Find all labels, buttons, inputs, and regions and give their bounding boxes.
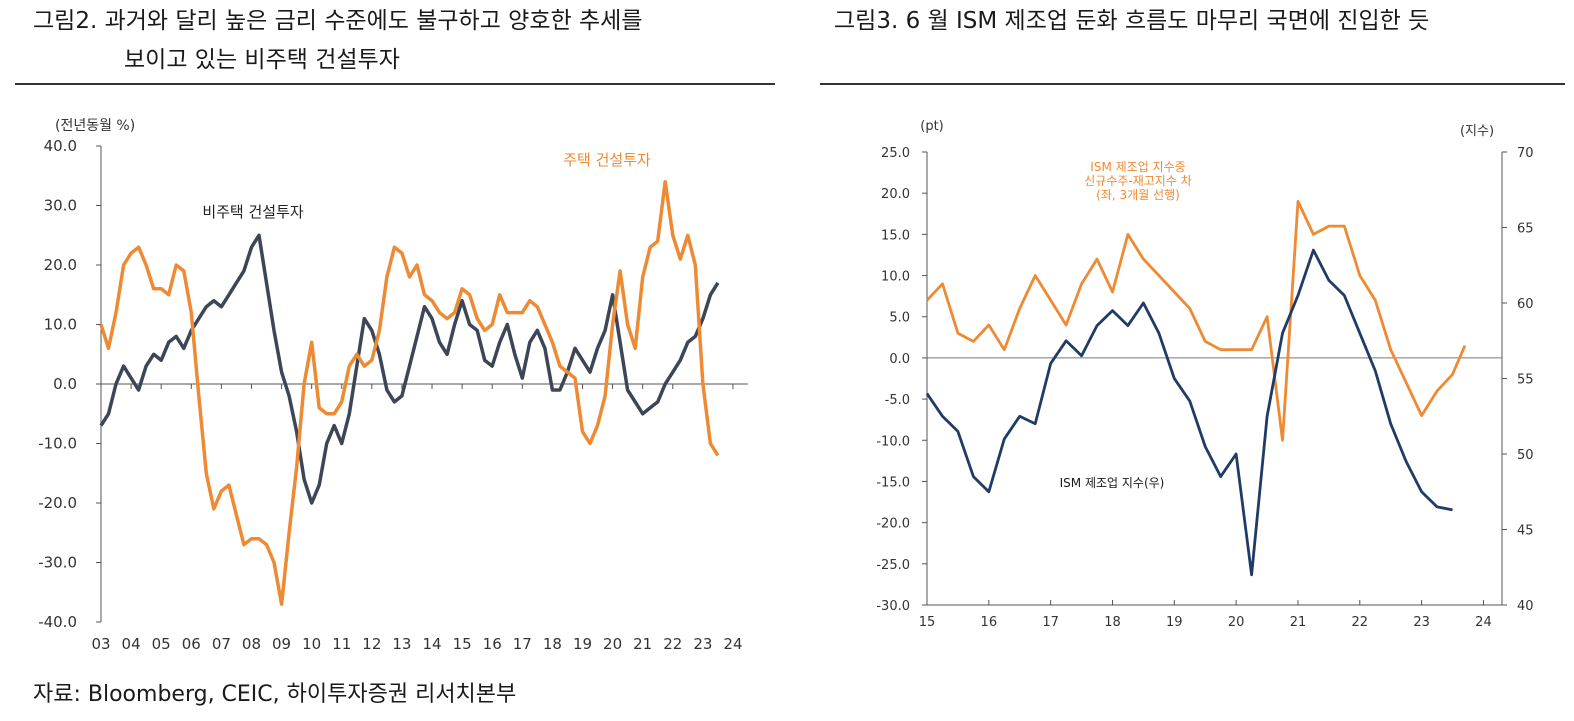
right-x-tick-label: 17 bbox=[1042, 615, 1059, 630]
left-x-tick-label: 16 bbox=[483, 635, 502, 653]
left-y-tick-label: -40.0 bbox=[38, 613, 77, 631]
left-x-tick-label: 22 bbox=[663, 635, 682, 653]
right-left-y-tick-label: 15.0 bbox=[881, 228, 910, 243]
right-x-tick-label: 24 bbox=[1475, 615, 1492, 630]
right-x-tick-label: 22 bbox=[1352, 615, 1369, 630]
right-series-label-neworders-line3: (좌, 3개월 선행) bbox=[1096, 187, 1180, 202]
right-left-y-tick-label: 25.0 bbox=[881, 146, 910, 161]
left-series-residential-line bbox=[99, 179, 720, 606]
left-x-tick-label: 04 bbox=[122, 635, 141, 653]
left-y-tick-label: -20.0 bbox=[38, 494, 77, 512]
right-right-y-tick-label: 70 bbox=[1517, 146, 1534, 161]
right-x-tick-label: 18 bbox=[1104, 615, 1121, 630]
right-left-y-tick-label: 0.0 bbox=[889, 352, 910, 367]
right-series-label-neworders-line2: 신규수주-재고지수 차 bbox=[1084, 174, 1192, 188]
left-y-tick-label: -30.0 bbox=[38, 554, 77, 572]
right-left-y-tick-label: 10.0 bbox=[881, 270, 910, 285]
left-x-tick-label: 03 bbox=[91, 635, 110, 653]
right-left-y-tick-label: -5.0 bbox=[885, 393, 910, 408]
left-x-tick-label: 07 bbox=[212, 635, 231, 653]
left-series-label-residential: 주택 건설투자 bbox=[563, 151, 651, 169]
left-y-tick-label: 10.0 bbox=[44, 316, 77, 334]
right-x-tick-label: 23 bbox=[1413, 615, 1430, 630]
left-y-tick-label: 40.0 bbox=[44, 137, 77, 155]
right-chart-title: 그림3. 6 월 ISM 제조업 둔화 흐름도 마무리 국면에 진입한 듯 bbox=[834, 8, 1430, 34]
left-x-tick-label: 24 bbox=[723, 635, 742, 653]
right-left-y-tick-label: -25.0 bbox=[876, 558, 910, 573]
left-unit-label: (전년동월 %) bbox=[55, 118, 135, 134]
right-left-y-tick-label: -20.0 bbox=[876, 517, 910, 532]
left-x-tick-label: 13 bbox=[392, 635, 411, 653]
right-title-separator bbox=[820, 83, 1565, 85]
left-y-tick-label: 30.0 bbox=[44, 197, 77, 215]
left-x-tick-label: 14 bbox=[422, 635, 441, 653]
left-x-tick-label: 09 bbox=[272, 635, 291, 653]
left-x-tick-label: 20 bbox=[603, 635, 622, 653]
source-note: 자료: Bloomberg, CEIC, 하이투자증권 리서치본부 bbox=[33, 682, 517, 707]
left-x-tick-label: 15 bbox=[453, 635, 472, 653]
right-x-tick-label: 19 bbox=[1166, 615, 1183, 630]
left-y-tick-label: 0.0 bbox=[53, 375, 77, 393]
right-right-y-tick-label: 50 bbox=[1517, 448, 1534, 463]
left-series-label-nonresidential: 비주택 건설투자 bbox=[202, 203, 304, 221]
right-series-label-ism: ISM 제조업 지수(우) bbox=[1060, 476, 1165, 490]
right-left-y-tick-label: -15.0 bbox=[876, 475, 910, 490]
right-left-y-tick-label: -30.0 bbox=[876, 599, 910, 614]
left-x-tick-label: 21 bbox=[633, 635, 652, 653]
right-right-y-tick-label: 65 bbox=[1517, 222, 1534, 237]
left-y-tick-label: -10.0 bbox=[38, 435, 77, 453]
left-x-tick-label: 10 bbox=[302, 635, 321, 653]
right-left-y-tick-label: 5.0 bbox=[889, 311, 910, 326]
right-series-neworders-inventory-line bbox=[925, 200, 1467, 442]
left-x-tick-label: 06 bbox=[182, 635, 201, 653]
left-x-tick-label: 05 bbox=[152, 635, 171, 653]
left-x-tick-label: 11 bbox=[332, 635, 351, 653]
right-left-y-tick-label: -10.0 bbox=[876, 434, 910, 449]
left-x-tick-label: 18 bbox=[543, 635, 562, 653]
right-right-axis-unit-label: (지수) bbox=[1460, 124, 1494, 139]
right-series-ism-index-line bbox=[925, 248, 1453, 577]
right-x-tick-label: 21 bbox=[1290, 615, 1307, 630]
right-right-y-tick-label: 45 bbox=[1517, 524, 1534, 539]
left-x-tick-label: 17 bbox=[513, 635, 532, 653]
left-chart-title-line2: 보이고 있는 비주택 건설투자 bbox=[124, 47, 400, 73]
right-left-axis-unit-label: (pt) bbox=[920, 119, 944, 134]
left-chart-title-line1: 그림2. 과거와 달리 높은 금리 수준에도 불구하고 양호한 추세를 bbox=[33, 8, 643, 34]
right-right-y-tick-label: 60 bbox=[1517, 297, 1534, 312]
left-x-tick-label: 23 bbox=[693, 635, 712, 653]
right-right-y-tick-label: 55 bbox=[1517, 373, 1534, 388]
left-title-separator bbox=[15, 83, 775, 85]
left-x-tick-label: 12 bbox=[362, 635, 381, 653]
right-x-tick-label: 15 bbox=[919, 615, 936, 630]
right-x-tick-label: 16 bbox=[981, 615, 998, 630]
left-x-tick-label: 19 bbox=[573, 635, 592, 653]
left-x-tick-label: 08 bbox=[242, 635, 261, 653]
right-right-y-tick-label: 40 bbox=[1517, 599, 1534, 614]
right-x-tick-label: 20 bbox=[1228, 615, 1245, 630]
right-left-y-tick-label: 20.0 bbox=[881, 187, 910, 202]
left-y-tick-label: 20.0 bbox=[44, 256, 77, 274]
right-series-label-neworders-line1: ISM 제조업 지수중 bbox=[1090, 160, 1185, 174]
